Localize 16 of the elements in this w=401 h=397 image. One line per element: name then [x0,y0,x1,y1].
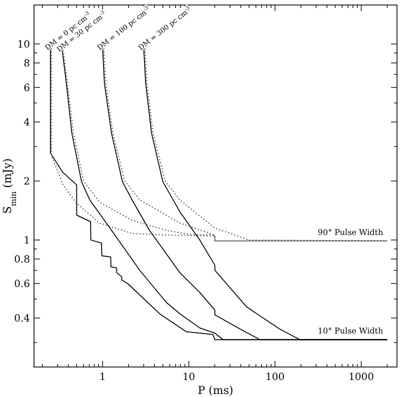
y-tick-label: 8 [24,58,30,70]
x-tick-label: 1000 [348,372,374,383]
y-tick-label: 1 [24,235,30,246]
y-tick-label: 0.8 [14,254,30,266]
x-tick-label: 100 [265,372,285,383]
y-tick-label: 0.6 [14,278,30,290]
y-tick-label: 0.4 [14,314,30,325]
annotation: 90° Pulse Width [318,228,384,237]
y-tick-label: 2 [24,176,30,188]
x-tick-label: 10 [182,372,196,383]
y-tick-label: 10 [17,39,30,50]
x-tick-label: 1 [99,372,106,383]
y-tick-label: 6 [24,82,30,94]
y-tick-label: 4 [24,117,30,128]
annotation: 10° Pulse Width [318,326,384,336]
x-axis-title: P (ms) [198,384,234,397]
